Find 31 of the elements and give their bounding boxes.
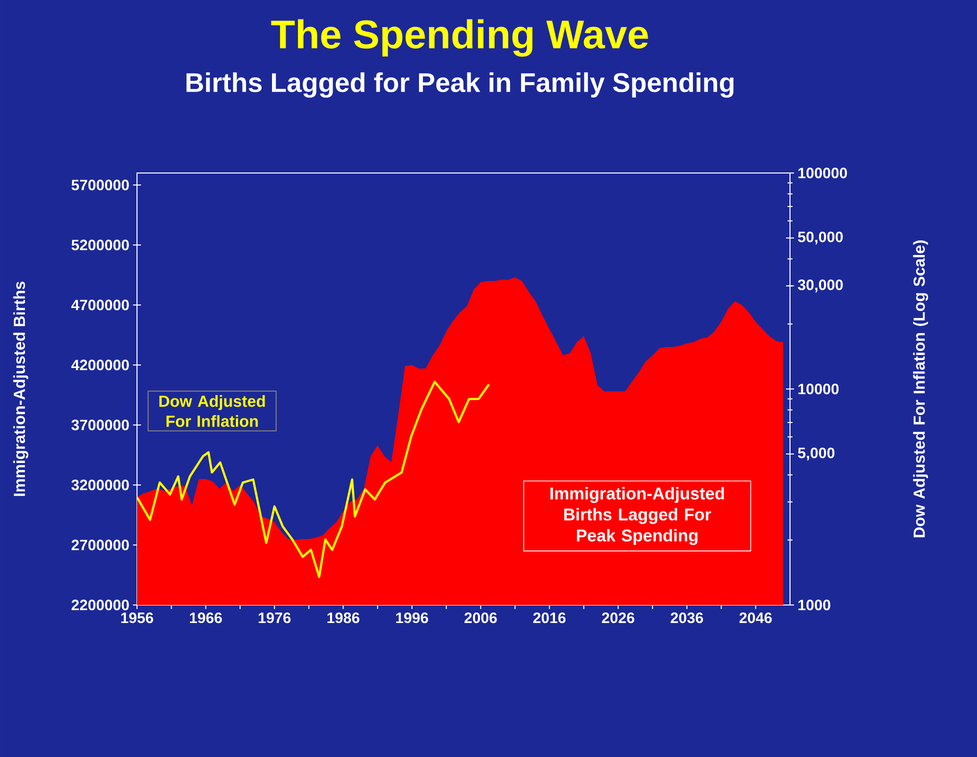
x-tick-label: 1996: [396, 612, 428, 624]
x-tick-label: 2016: [533, 612, 566, 624]
chart-title: The Spending Wave: [271, 19, 648, 57]
line-series: [137, 380, 490, 578]
y-tick-label: 2200000: [72, 600, 129, 610]
x-tick-label: 1966: [190, 612, 222, 624]
y2-tick-label: 10000: [798, 384, 839, 394]
y-axis-title: Immigration-Adjusted Births: [13, 282, 28, 496]
y-tick-label: 5200000: [72, 240, 129, 250]
y-tick-label: 5700000: [72, 180, 129, 190]
x-tick-label: 2006: [464, 612, 497, 624]
x-tick-label: 2036: [670, 612, 704, 624]
y2-tick-label: 100000: [798, 168, 847, 178]
y-tick-label: 4200000: [71, 360, 129, 370]
y-tick-label: 3200000: [71, 480, 129, 490]
x-tick-label: 2046: [739, 612, 772, 624]
y-tick-label: 3700000: [71, 420, 129, 430]
y2-tick-label: 5,000: [798, 448, 834, 460]
y2-tick-label: 30,000: [798, 280, 843, 292]
y2-tick-label: 50,000: [798, 232, 843, 244]
y2-tick-label: 1000: [798, 600, 830, 610]
text: Dow Adjusted For Inflation: [159, 395, 265, 427]
y-tick-label: 4700000: [71, 300, 129, 310]
x-tick-label: 2026: [602, 612, 634, 624]
x-tick-label: 1976: [258, 612, 291, 624]
y-tick-label: 2700000: [72, 540, 129, 550]
series-label: Immigration-Adjusted Births Lagged For Peak Spending: [550, 487, 724, 545]
chart-subtitle: Births Lagged for Peak in Family Spending: [186, 72, 734, 98]
y2-axis-title: Dow Adjusted For Inflation (Log Scale): [913, 240, 928, 538]
x-tick-label: 1986: [327, 612, 360, 624]
x-tick-label: 1956: [121, 612, 154, 624]
